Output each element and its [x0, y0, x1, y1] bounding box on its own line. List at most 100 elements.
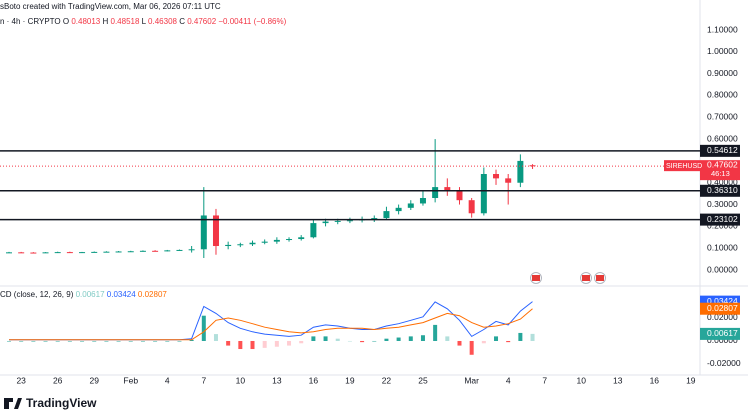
x-tick-label: 26	[53, 375, 63, 385]
candle-body	[383, 211, 390, 219]
y-tick-label: 0.00000	[707, 264, 738, 274]
x-tick-label: 13	[272, 375, 282, 385]
histogram-bar	[445, 336, 450, 341]
level-tag	[700, 144, 740, 157]
x-tick-label: 4	[506, 375, 511, 385]
candle-body	[103, 251, 110, 253]
histogram-bar	[372, 340, 377, 342]
candle-body	[139, 250, 146, 252]
candle-body	[225, 244, 232, 247]
candle-body	[334, 220, 341, 222]
candle-body	[346, 220, 353, 222]
last-price-label: 0.47602	[707, 159, 738, 169]
value-tag-label: 0.02807	[707, 303, 738, 313]
histogram-bar	[43, 340, 48, 342]
candle-body	[6, 252, 12, 254]
histogram-bar	[323, 336, 328, 341]
candle-body	[310, 223, 317, 238]
indicator-title: CD (close, 12, 26, 9)	[0, 290, 74, 299]
histogram-bar	[31, 340, 36, 342]
y-tick-label: 0.00000	[707, 335, 738, 345]
value-tag-label: 0.03424	[707, 296, 738, 306]
candle-body	[200, 215, 207, 250]
y-tick-label: 0.10000	[707, 242, 738, 252]
histogram-bar	[433, 324, 438, 341]
candle-body	[273, 239, 280, 242]
y-tick-label: 1.00000	[707, 46, 738, 56]
histogram-bar	[238, 340, 243, 350]
candle-body	[286, 239, 293, 241]
last-price-tag	[700, 160, 740, 181]
histogram-bar	[189, 339, 194, 341]
candle-body	[493, 174, 500, 179]
value-tag	[700, 302, 740, 315]
header: sBoto created with TradingView.com, Mar …	[0, 2, 287, 26]
candle-body	[212, 215, 219, 247]
logo-mark	[4, 398, 22, 409]
y-tick-label: 0.20000	[707, 221, 738, 231]
histogram-bar	[494, 336, 499, 341]
histogram-bar	[55, 340, 60, 342]
ohlc-label: H	[102, 17, 108, 26]
candle-body	[115, 251, 122, 253]
value-tag	[700, 327, 740, 340]
histogram-bar	[311, 336, 316, 341]
event-flag	[582, 275, 590, 281]
histogram-bar	[335, 338, 340, 341]
x-tick-label: 10	[236, 375, 246, 385]
histogram-bar	[360, 340, 365, 343]
histogram-bar	[177, 340, 182, 342]
candle-body	[91, 251, 98, 253]
candle-body	[322, 221, 329, 224]
candle-body	[371, 218, 378, 220]
candle-body	[529, 165, 536, 167]
logo: TradingView	[4, 396, 97, 410]
level-label: 0.36310	[707, 185, 738, 195]
candle-body	[188, 249, 195, 251]
candle-body	[42, 252, 49, 254]
candle-body	[468, 200, 475, 214]
histogram-bar	[469, 340, 474, 355]
ohlc-value: 0.48518	[111, 17, 140, 26]
histogram-bar	[457, 340, 462, 346]
countdown: 46:13	[711, 169, 730, 178]
candle-body	[176, 249, 183, 251]
ohlc-value: 0.46308	[148, 17, 177, 26]
symbol-label: SIREHUSD	[666, 163, 702, 170]
ohlc-value: 0.47602	[187, 17, 216, 26]
histogram-bar	[530, 333, 535, 341]
x-tick-label: 19	[345, 375, 355, 385]
ohlc-label: L	[142, 17, 147, 26]
histogram-bar	[396, 337, 401, 341]
y-tick-label: 0.40000	[707, 177, 738, 187]
indicator-legend: CD (close, 12, 26, 9) 0.00617 0.03424 0.…	[0, 290, 167, 299]
histogram-bar	[67, 340, 72, 342]
histogram-bar	[274, 340, 279, 347]
y-tick-label: 0.30000	[707, 199, 738, 209]
x-tick-label: 10	[577, 375, 587, 385]
candle-body	[407, 203, 414, 208]
x-tick-label: Mar	[464, 375, 479, 385]
candle-body	[30, 252, 37, 254]
histogram-bar	[506, 340, 511, 343]
histogram-bar	[250, 340, 255, 350]
event-icons	[530, 272, 606, 284]
histogram-bar	[92, 340, 97, 342]
x-tick-label: 13	[613, 375, 623, 385]
x-tick-label: 16	[309, 375, 319, 385]
x-tick-label: 29	[89, 375, 99, 385]
signal-line	[9, 308, 533, 341]
ohlc-label: C	[179, 17, 185, 26]
author: sBoto created with TradingView.com, Mar …	[0, 2, 221, 11]
y-tick-label: 0.02000	[707, 312, 738, 322]
histogram-bar	[153, 340, 158, 342]
histogram-bar	[262, 340, 267, 348]
change: −0.00411 (−0.86%)	[218, 17, 286, 26]
histogram-bar	[165, 340, 170, 342]
level-label: 0.23102	[707, 214, 738, 224]
candle-body	[480, 174, 487, 214]
candle-body	[298, 237, 305, 240]
candle-body	[79, 252, 86, 254]
